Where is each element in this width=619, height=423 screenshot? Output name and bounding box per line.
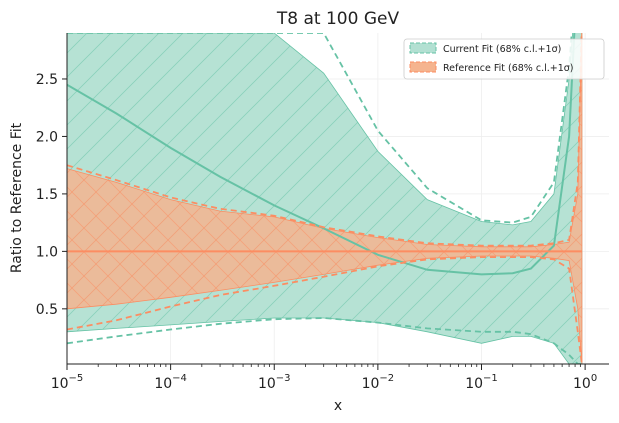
reference-sigma-upper-line <box>67 33 583 247</box>
chart-title: T8 at 100 GeV <box>276 9 400 29</box>
y-tick-label-0: 0.5 <box>36 302 58 318</box>
x-tick-label-4: 10−1 <box>465 373 498 392</box>
y-tick-label-1: 1.0 <box>36 244 58 260</box>
legend-swatch-current <box>409 42 437 54</box>
current-sigma-lower-line <box>67 317 582 364</box>
y-tick-label-4: 2.5 <box>36 72 58 88</box>
legend-frame <box>403 38 605 80</box>
legend-label-current: Current Fit (68% c.l.+1σ) <box>443 44 561 55</box>
x-axis-label: x <box>334 398 342 414</box>
y-tick-label-3: 2.0 <box>36 129 58 145</box>
legend-label-reference: Reference Fit (68% c.l.+1σ) <box>443 63 574 74</box>
current-sigma-upper-line <box>67 33 573 224</box>
ticks: 0.5 1.0 1.5 2.0 2.5 10−5 10−4 10−3 10−2 10−1 100 <box>36 72 597 392</box>
bands <box>67 33 583 364</box>
legend: Current Fit (68% c.l.+1σ) Reference Fit … <box>403 38 605 80</box>
x-tick-label-1: 10−4 <box>154 373 187 392</box>
legend-swatch-reference <box>409 61 437 73</box>
current-central-line <box>67 33 576 276</box>
y-tick-label-2: 1.5 <box>36 187 58 203</box>
reference-band-hatch <box>67 33 582 364</box>
lines <box>67 33 583 364</box>
x-tick-label-3: 10−2 <box>362 373 395 392</box>
x-tick-label-5: 100 <box>573 373 597 392</box>
y-axis-label: Ratio to Reference Fit <box>9 122 25 273</box>
x-tick-label-2: 10−3 <box>258 373 291 392</box>
x-tick-label-0: 10−5 <box>51 373 84 392</box>
reference-sigma-lower-line <box>67 256 583 364</box>
